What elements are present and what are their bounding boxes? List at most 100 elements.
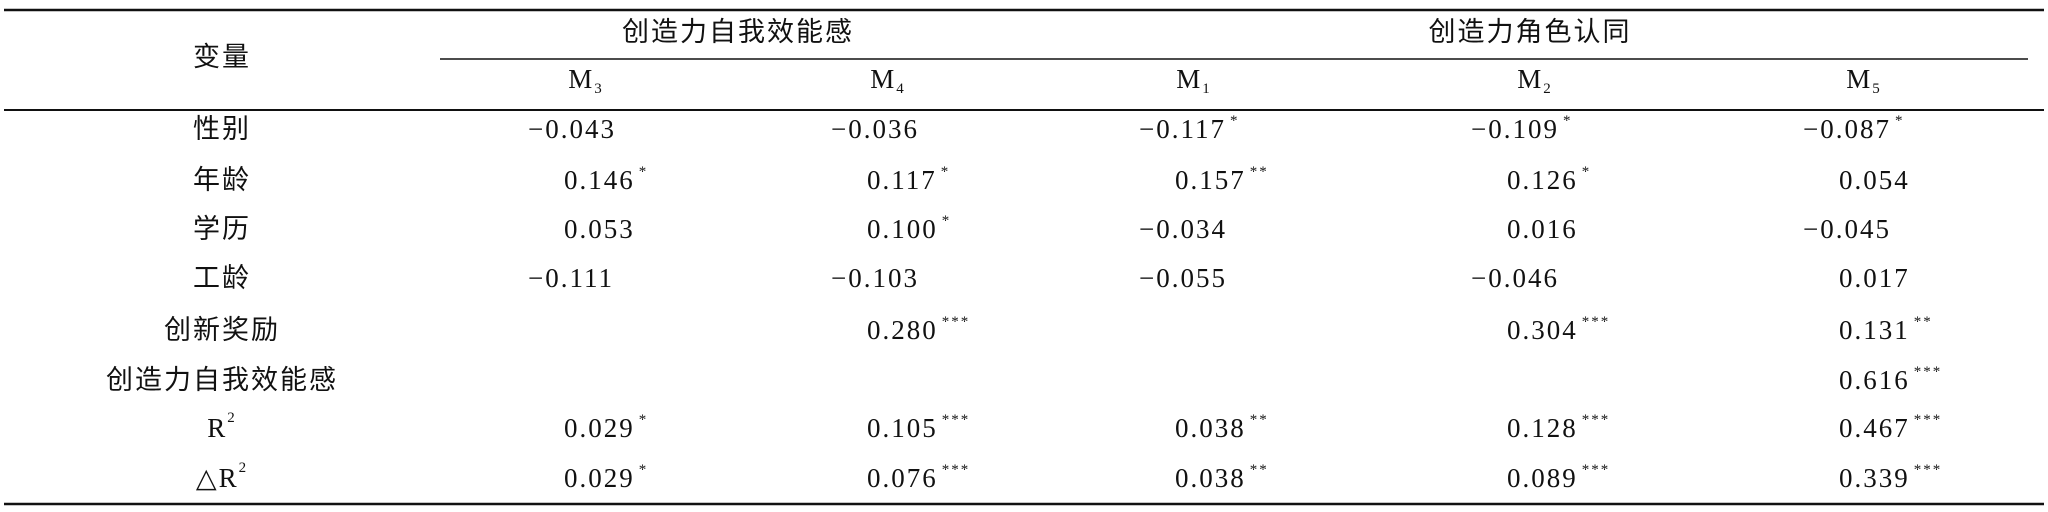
cell-stars: * (639, 462, 649, 478)
cell: 0.616 *** (1839, 364, 1942, 395)
cell-stars: ** (1914, 314, 1933, 330)
cell-value: −0.103 (831, 263, 919, 293)
cell: 0.105 *** (867, 412, 970, 443)
cell-stars: ** (1250, 164, 1269, 180)
row-label: 工龄 (193, 263, 251, 293)
cell-value: −0.034 (1139, 214, 1227, 244)
cell-value: −0.055 (1139, 263, 1227, 293)
cell: −0.111 (528, 263, 614, 293)
cell: −0.036 (831, 114, 919, 144)
cell-value: 0.100 (867, 214, 938, 244)
cell-stars: *** (942, 462, 971, 478)
cell-value: −0.109 (1471, 114, 1559, 144)
cell-stars: * (1895, 113, 1905, 129)
row-label: △R2 (196, 460, 248, 493)
cell-value: −0.111 (528, 263, 614, 293)
model-header: M5 (1846, 64, 1882, 97)
cell-value: −0.087 (1803, 114, 1891, 144)
cell: 0.016 (1507, 214, 1578, 244)
cell-value: 0.105 (867, 413, 938, 443)
cell: −0.103 (831, 263, 919, 293)
cell: 0.157 ** (1175, 164, 1269, 195)
cell-value: 0.280 (867, 315, 938, 345)
model-header: M1 (1176, 64, 1212, 97)
cell: 0.280 *** (867, 314, 970, 345)
model-name: M (568, 64, 594, 94)
label-name: △R (196, 463, 239, 493)
cell-value: 0.339 (1839, 463, 1910, 493)
cell: 0.054 (1839, 165, 1910, 195)
label-name: R (207, 413, 227, 443)
cell-stars: ** (1250, 412, 1269, 428)
cell-value: −0.043 (528, 114, 616, 144)
cell-stars: *** (1582, 412, 1611, 428)
cell-value: 0.117 (867, 165, 937, 195)
cell-value: 0.157 (1175, 165, 1246, 195)
cell: 0.038 ** (1175, 462, 1269, 493)
cell-stars: * (942, 213, 952, 229)
row-label: 学历 (193, 214, 251, 244)
cell-value: −0.117 (1139, 114, 1226, 144)
cell: 0.131 ** (1839, 314, 1933, 345)
cell-value: 0.131 (1839, 315, 1910, 345)
cell-value: 0.054 (1839, 165, 1910, 195)
cell: 0.467 *** (1839, 412, 1942, 443)
cell-stars: *** (1582, 314, 1611, 330)
cell: −0.045 (1803, 214, 1891, 244)
model-name: M (1517, 64, 1543, 94)
model-sub: 2 (1543, 81, 1553, 97)
cell-stars: * (639, 412, 649, 428)
label-sup: 2 (227, 410, 237, 426)
cell: −0.034 (1139, 214, 1227, 244)
cell-stars: *** (942, 412, 971, 428)
cell-stars: *** (1582, 462, 1611, 478)
row-label: 创造力自我效能感 (106, 365, 338, 395)
row-label: 性别 (193, 114, 251, 144)
cell-value: 0.304 (1507, 315, 1578, 345)
model-sub: 5 (1872, 81, 1882, 97)
cell: −0.109 * (1471, 113, 1572, 144)
cell-stars: * (1230, 113, 1240, 129)
cell: 0.076 *** (867, 462, 970, 493)
model-sub: 3 (594, 81, 604, 97)
cell-value: 0.029 (564, 463, 635, 493)
cell-value: 0.146 (564, 165, 635, 195)
cell-value: 0.467 (1839, 413, 1910, 443)
cell: −0.043 (528, 114, 616, 144)
cell: −0.117 * (1139, 113, 1239, 144)
cell-stars: * (1563, 113, 1573, 129)
model-name: M (1846, 64, 1872, 94)
label-sup: 2 (239, 460, 249, 476)
cell: 0.146 * (564, 164, 648, 195)
cell-value: 0.616 (1839, 365, 1910, 395)
cell: 0.100 * (867, 213, 951, 244)
cell-value: −0.046 (1471, 263, 1559, 293)
cell-value: 0.016 (1507, 214, 1578, 244)
cell: 0.128 *** (1507, 412, 1610, 443)
cell-value: 0.038 (1175, 463, 1246, 493)
variable-header: 变量 (193, 42, 251, 72)
cell: 0.126 * (1507, 164, 1591, 195)
cell-value: 0.038 (1175, 413, 1246, 443)
model-header: M3 (568, 64, 604, 97)
cell-stars: *** (1914, 364, 1943, 380)
cell-stars: * (639, 164, 649, 180)
cell-stars: * (941, 164, 951, 180)
cell: −0.087 * (1803, 113, 1904, 144)
cell-value: 0.128 (1507, 413, 1578, 443)
cell-value: 0.053 (564, 214, 635, 244)
cell: 0.017 (1839, 263, 1910, 293)
cell: −0.055 (1139, 263, 1227, 293)
row-label: 创新奖励 (164, 315, 280, 345)
row-label: R2 (207, 410, 237, 443)
model-name: M (1176, 64, 1202, 94)
group-header: 创造力自我效能感 (622, 17, 854, 47)
cell-stars: *** (1914, 412, 1943, 428)
cell-value: 0.017 (1839, 263, 1910, 293)
cell-value: 0.089 (1507, 463, 1578, 493)
row-label: 年龄 (193, 165, 251, 195)
cell-value: 0.126 (1507, 165, 1578, 195)
cell: 0.053 (564, 214, 635, 244)
